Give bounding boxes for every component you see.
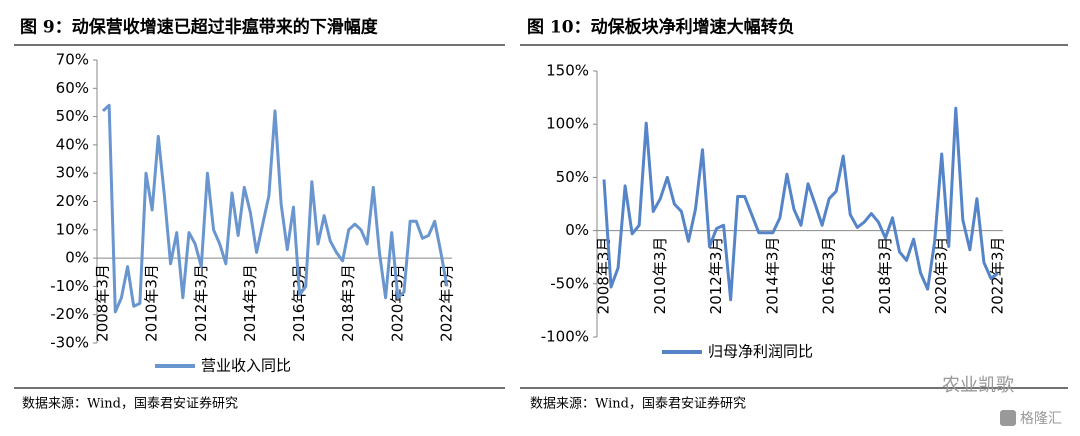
y-tick-label: 0% xyxy=(565,221,589,239)
watermark-logo: 格隆汇 xyxy=(1020,411,1062,427)
y-tick-label: 40% xyxy=(56,135,89,153)
x-tick-label: 2014年3月 xyxy=(763,237,781,315)
x-tick-label: 2012年3月 xyxy=(707,237,725,315)
x-tick-label: 2018年3月 xyxy=(339,264,357,342)
x-tick-label: 2010年3月 xyxy=(651,237,669,315)
figure-title: 图 10：动保板块净利增速大幅转负 xyxy=(527,17,795,38)
y-tick-label: 70% xyxy=(56,51,89,69)
source: 数据来源：Wind，国泰君安证券研究 xyxy=(530,396,746,412)
x-tick-label: 2010年3月 xyxy=(143,264,161,342)
figure-title: 图 9：动保营收增速已超过非瘟带来的下滑幅度 xyxy=(20,17,379,38)
x-tick-label: 2016年3月 xyxy=(820,237,838,315)
y-tick-label: -20% xyxy=(50,305,89,323)
legend-label: 归母净利润同比 xyxy=(708,343,813,361)
x-tick-label: 2018年3月 xyxy=(876,237,894,315)
x-tick-label: 2008年3月 xyxy=(94,264,112,342)
legend-label: 营业收入同比 xyxy=(201,357,291,375)
x-tick-label: 2022年3月 xyxy=(438,264,456,342)
y-tick-label: 10% xyxy=(56,220,89,238)
y-tick-label: -10% xyxy=(50,277,89,295)
y-tick-label: 150% xyxy=(546,62,589,80)
watermark: 农业凯歌 xyxy=(942,375,1014,396)
x-tick-label: 2014年3月 xyxy=(241,264,259,342)
x-tick-label: 2020年3月 xyxy=(932,237,950,315)
x-tick-label: 2012年3月 xyxy=(192,264,210,342)
y-tick-label: -50% xyxy=(550,274,589,292)
logo-icon xyxy=(1000,410,1016,426)
x-tick-label: 2016年3月 xyxy=(290,264,308,342)
x-tick-label: 2022年3月 xyxy=(989,237,1007,315)
y-tick-label: -30% xyxy=(50,334,89,352)
y-tick-label: 100% xyxy=(546,115,589,133)
line-series xyxy=(101,103,449,314)
y-tick-label: 30% xyxy=(56,164,89,182)
line-series xyxy=(602,106,999,302)
source: 数据来源：Wind，国泰君安证券研究 xyxy=(22,396,238,412)
y-tick-label: 50% xyxy=(56,107,89,125)
y-tick-label: 0% xyxy=(65,249,89,267)
y-tick-label: 20% xyxy=(56,192,89,210)
y-tick-label: 50% xyxy=(556,168,589,186)
y-tick-label: 60% xyxy=(56,79,89,97)
y-tick-label: -100% xyxy=(541,328,589,346)
x-tick-label: 2020年3月 xyxy=(388,264,406,342)
